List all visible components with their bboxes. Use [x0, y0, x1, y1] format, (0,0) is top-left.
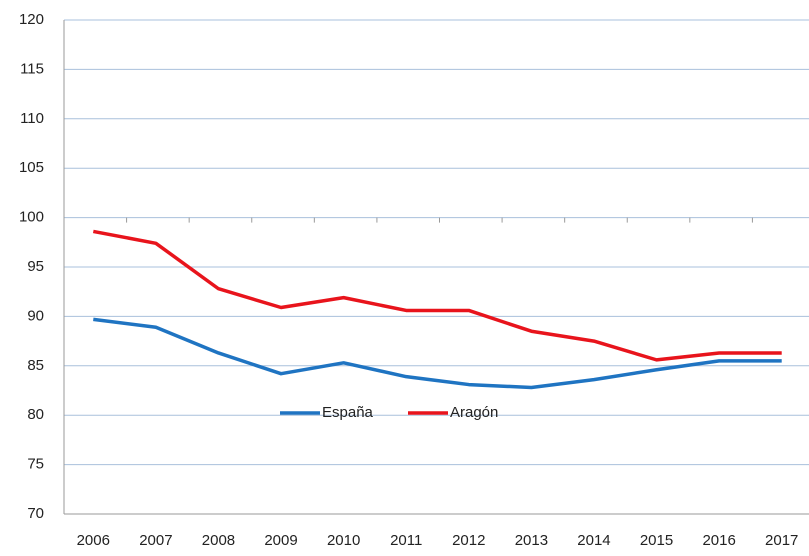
x-tick-label: 2010 — [327, 532, 360, 549]
x-tick-label: 2011 — [390, 532, 422, 549]
y-tick-label: 75 — [27, 456, 44, 473]
y-tick-label: 100 — [19, 209, 44, 226]
y-tick-label: 80 — [27, 406, 44, 423]
legend-label: Aragón — [450, 404, 498, 421]
x-tick-label: 2012 — [452, 532, 485, 549]
y-tick-label: 85 — [27, 357, 44, 374]
x-tick-label: 2016 — [702, 532, 735, 549]
x-tick-label: 2017 — [765, 532, 798, 549]
x-tick-label: 2007 — [139, 532, 172, 549]
x-tick-label: 2006 — [77, 532, 110, 549]
x-tick-label: 2008 — [202, 532, 235, 549]
x-tick-label: 2014 — [577, 532, 610, 549]
x-tick-label: 2013 — [515, 532, 548, 549]
line-series — [93, 317, 782, 390]
x-tick-label: 2015 — [640, 532, 673, 549]
legend-label: España — [322, 404, 374, 421]
y-tick-label: 120 — [19, 11, 44, 28]
y-tick-label: 110 — [20, 110, 44, 127]
y-tick-label: 95 — [27, 258, 44, 275]
x-tick-label: 2009 — [264, 532, 297, 549]
y-tick-label: 105 — [19, 159, 44, 176]
y-tick-label: 115 — [20, 60, 44, 77]
line-series — [92, 229, 782, 362]
y-tick-label: 70 — [27, 505, 44, 522]
y-tick-label: 90 — [27, 307, 44, 324]
